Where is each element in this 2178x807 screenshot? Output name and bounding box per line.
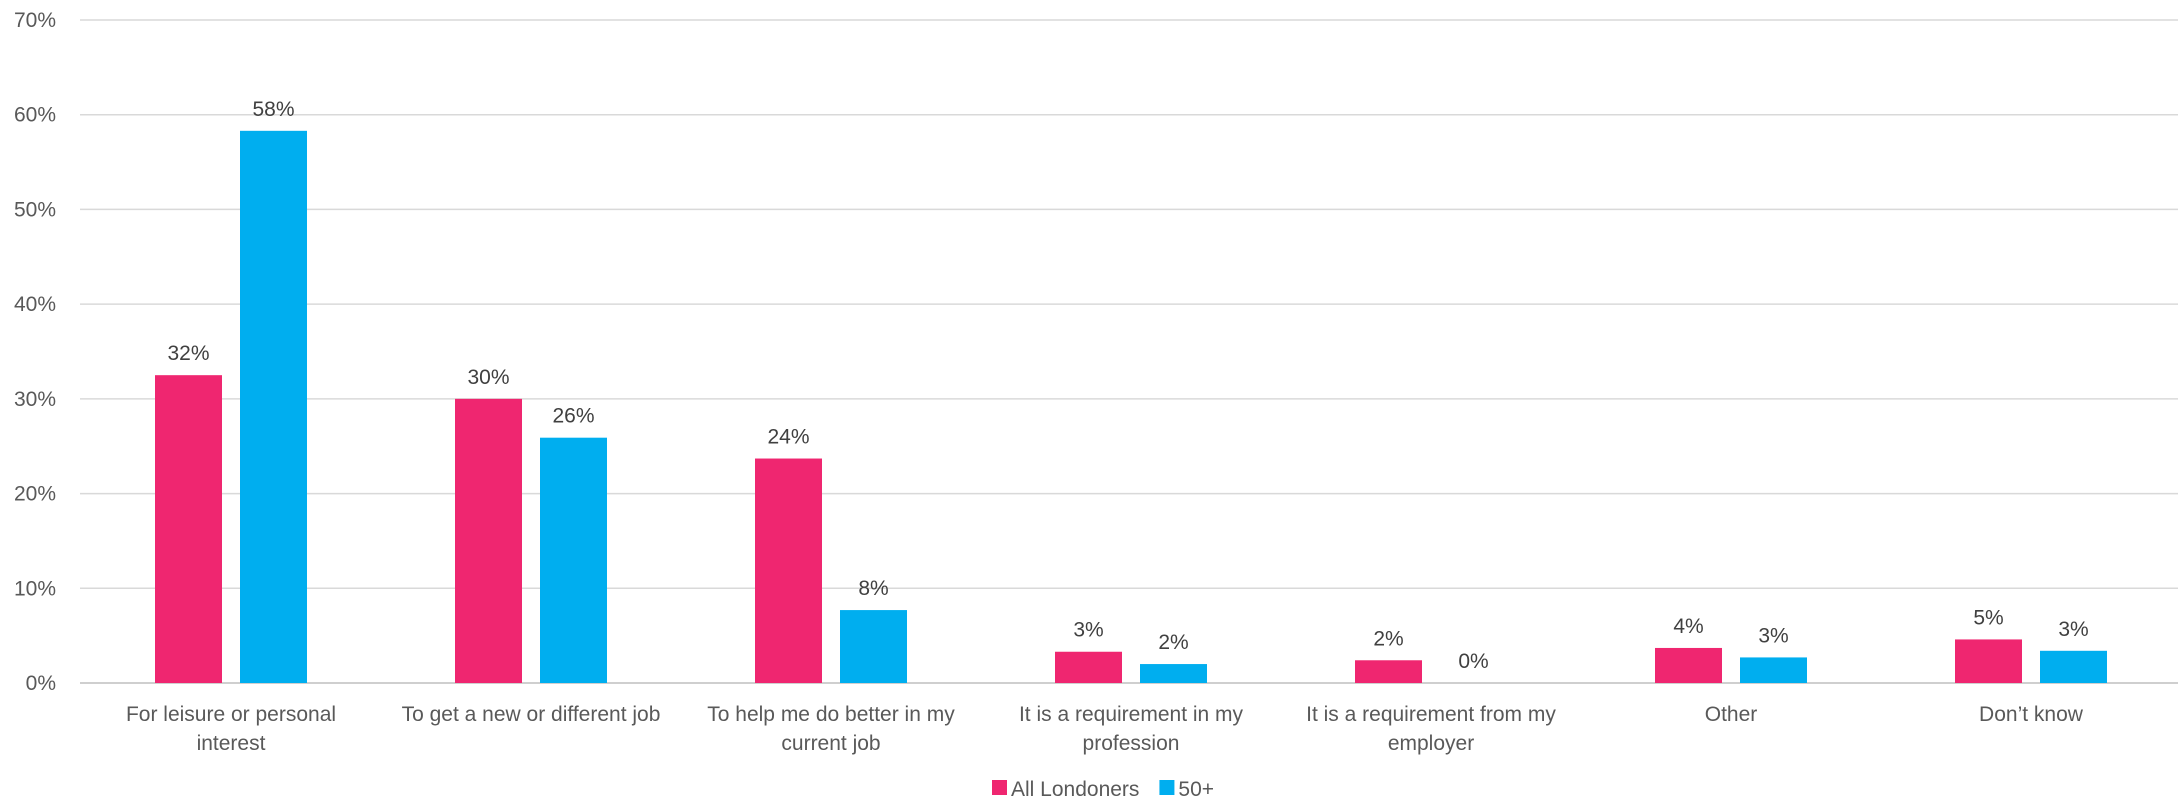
data-label: 3%	[1758, 624, 1788, 647]
data-label: 0%	[1458, 650, 1488, 673]
x-category-label: To get a new or different job	[402, 703, 661, 726]
bar	[540, 437, 607, 683]
legend-swatch	[992, 780, 1007, 795]
bar	[155, 375, 222, 683]
x-category-label: For leisure or personal	[126, 703, 336, 726]
bar	[1355, 660, 1422, 683]
bar	[1740, 657, 1807, 683]
x-category-label: current job	[781, 732, 880, 755]
data-label: 32%	[167, 342, 209, 365]
x-category-label: Don’t know	[1979, 703, 2084, 726]
bar	[755, 458, 822, 683]
y-tick-label: 70%	[14, 9, 56, 32]
data-label: 4%	[1673, 615, 1703, 638]
data-label: 58%	[252, 98, 294, 121]
x-axis-categories: For leisure or personal interest To get a …	[126, 703, 2084, 755]
bar	[840, 610, 907, 683]
data-label: 3%	[1073, 619, 1103, 642]
x-category-label: To help me do better in my	[707, 703, 955, 726]
x-category-label: profession	[1083, 732, 1180, 755]
legend-swatch	[1159, 780, 1175, 795]
gridlines	[80, 19, 2178, 684]
data-label: 30%	[467, 366, 509, 389]
data-labels: 32% 58% 30% 26% 24% 8% 3% 2% 2% 0% 4% 3% 5% 3%	[167, 98, 2088, 673]
y-tick-label: 20%	[14, 483, 56, 506]
data-label: 26%	[552, 405, 594, 428]
y-tick-label: 10%	[14, 577, 56, 600]
data-label: 24%	[767, 426, 809, 449]
x-category-label: It is a requirement from my	[1306, 703, 1556, 726]
data-label: 8%	[858, 577, 888, 600]
data-label: 2%	[1373, 627, 1403, 650]
x-category-label: It is a requirement in my	[1019, 703, 1244, 726]
bar	[1140, 664, 1207, 683]
bars	[155, 130, 2107, 683]
bar	[1655, 647, 1722, 683]
data-label: 5%	[1973, 606, 2003, 629]
bar	[1955, 639, 2022, 683]
legend-label: 50+	[1178, 778, 1214, 801]
y-tick-label: 50%	[14, 198, 56, 221]
bar	[455, 398, 522, 683]
y-tick-label: 40%	[14, 293, 56, 316]
x-category-label: interest	[197, 732, 266, 755]
x-category-label: employer	[1388, 732, 1474, 755]
y-axis-ticks: 0% 10% 20% 30% 40% 50% 60% 70%	[14, 9, 56, 695]
legend-label: All Londoners	[1011, 778, 1139, 801]
y-tick-label: 30%	[14, 388, 56, 411]
y-tick-label: 0%	[26, 672, 56, 695]
bar	[2040, 650, 2107, 683]
bar	[240, 130, 307, 683]
data-label: 2%	[1158, 631, 1188, 654]
x-category-label: Other	[1705, 703, 1758, 726]
legend: All Londoners 50+	[992, 778, 1214, 801]
bar	[1055, 651, 1122, 683]
data-label: 3%	[2058, 618, 2088, 641]
y-tick-label: 60%	[14, 104, 56, 127]
